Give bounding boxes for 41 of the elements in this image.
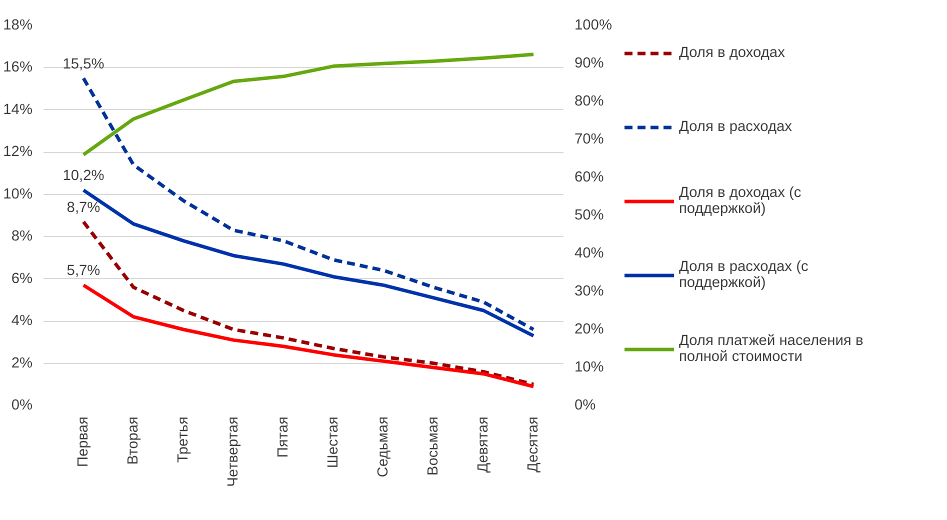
legend-label: Доля в расходах (с поддержкой) — [679, 258, 808, 293]
y-tick-label: 18% — [3, 18, 33, 34]
y-tick-label: 4% — [11, 313, 33, 330]
y2-tick-label: 20% — [574, 322, 604, 338]
y-tick-label: 10% — [3, 186, 33, 202]
y2-tick-label: 40% — [574, 246, 604, 262]
x-tick-label: Седьмая — [376, 416, 392, 478]
legend-label: Доля в доходах (с поддержкой) — [679, 184, 802, 219]
y-tick-label: 16% — [3, 60, 33, 76]
line-series — [82, 283, 536, 388]
x-tick-label: Шестая — [326, 416, 342, 468]
x-tick-label: Девятая — [476, 416, 492, 473]
legend-label: Доля в доходах — [679, 44, 785, 63]
y-tick-label: 8% — [11, 228, 33, 245]
y2-tick-label: 10% — [574, 360, 604, 376]
y2-tick-label: 70% — [574, 132, 604, 148]
x-tick-label: Первая — [76, 416, 92, 468]
legend-label: Доля в расходах — [679, 118, 792, 137]
x-tick-label: Восьмая — [426, 416, 442, 476]
y-tick-label: 2% — [11, 355, 33, 372]
legend-label: Доля платжей населения в полной стоимости — [679, 332, 864, 367]
data-label: 15,5% — [62, 56, 104, 72]
x-tick-label: Десятая — [526, 416, 542, 472]
data-label: 8,7% — [66, 200, 100, 216]
y-tick-label: 6% — [11, 270, 33, 287]
y2-tick-label: 90% — [574, 56, 604, 72]
y-tick-label: 14% — [3, 102, 33, 118]
x-tick-label: Вторая — [126, 416, 142, 465]
x-tick-label: Пятая — [276, 416, 292, 458]
data-label: 10,2% — [62, 168, 104, 184]
y2-tick-label: 50% — [574, 208, 604, 224]
y2-tick-label: 0% — [574, 398, 596, 414]
x-tick-label: Четвертая — [226, 416, 242, 487]
data-label: 5,7% — [66, 263, 100, 280]
y2-tick-label: 60% — [574, 170, 604, 186]
x-tick-label: Третья — [176, 416, 192, 463]
y2-tick-label: 80% — [574, 94, 604, 110]
y-tick-label: 12% — [3, 144, 33, 160]
y2-tick-label: 100% — [574, 18, 612, 34]
y-tick-label: 0% — [11, 398, 33, 414]
y2-tick-label: 30% — [574, 284, 604, 300]
